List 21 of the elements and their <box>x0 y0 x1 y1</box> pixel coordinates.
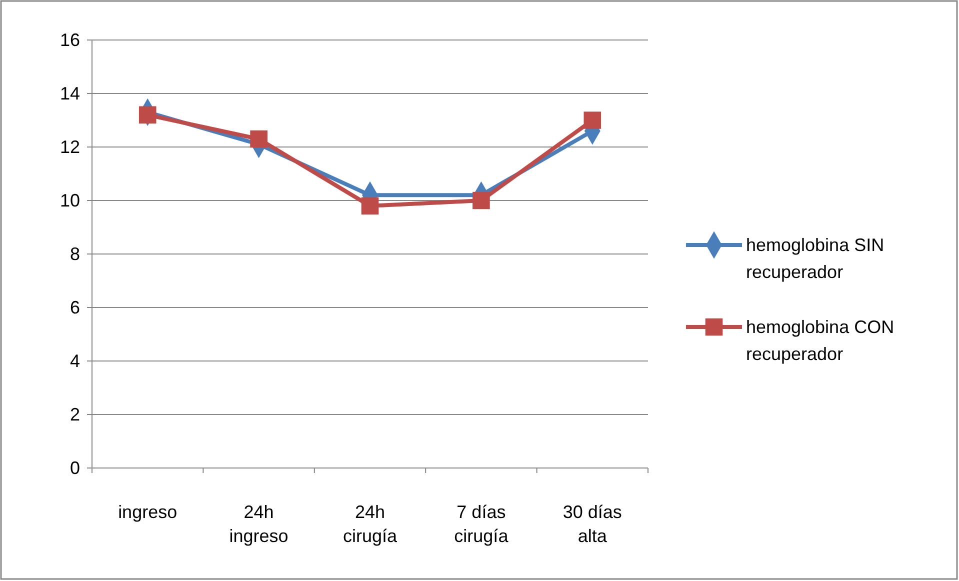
legend-label: hemoglobina CON recuperador <box>746 317 894 364</box>
y-tick-label: 14 <box>60 83 80 104</box>
point <box>472 192 490 210</box>
y-tick-label: 6 <box>70 297 80 318</box>
y-tick-label: 0 <box>70 458 80 478</box>
x-tick-label: ingreso <box>118 502 178 522</box>
point <box>250 130 268 148</box>
y-tick-label: 8 <box>70 244 80 264</box>
point <box>361 197 379 215</box>
x-tick-label: 24h ingreso <box>229 502 288 546</box>
y-tick-label: 16 <box>60 30 80 50</box>
y-tick-label: 10 <box>60 190 80 210</box>
point <box>584 112 602 129</box>
x-tick-label: 30 días alta <box>562 502 622 546</box>
legend-label: hemoglobina SIN recuperador <box>746 235 884 282</box>
point <box>138 106 156 124</box>
y-tick-label: 4 <box>70 350 80 371</box>
y-tick-label: 2 <box>70 404 80 424</box>
x-tick-label: 7 días cirugía <box>454 502 510 546</box>
x-tick-label: 24h cirugía <box>342 502 398 546</box>
y-tick-label: 12 <box>60 136 80 157</box>
